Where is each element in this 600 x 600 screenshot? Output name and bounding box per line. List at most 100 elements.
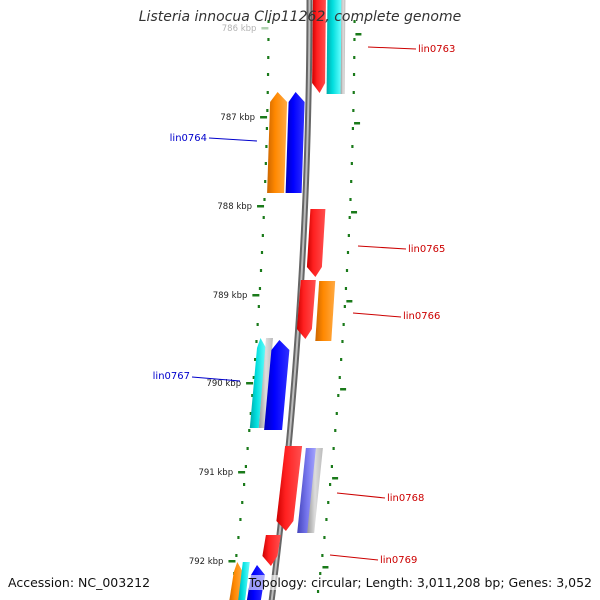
gene-leader-line — [208, 137, 258, 142]
major-tick — [260, 116, 268, 119]
outer-major-tick — [322, 566, 329, 569]
outer-dot — [352, 73, 356, 76]
inner-dot — [257, 305, 260, 308]
major-tick — [252, 294, 260, 297]
inner-dot — [255, 340, 258, 343]
outer-dot — [349, 198, 352, 201]
inner-dot — [267, 38, 270, 41]
inner-dot — [264, 162, 267, 165]
gene-arrow-blue[interactable] — [285, 92, 305, 193]
inner-dot — [248, 429, 251, 432]
outer-dot — [337, 394, 340, 397]
inner-dot — [237, 536, 240, 539]
inner-dot — [259, 269, 263, 272]
gene-label-lin0763[interactable]: lin0763 — [418, 44, 455, 55]
inner-dot — [265, 145, 268, 148]
outer-dot — [323, 536, 326, 539]
inner-dot — [254, 358, 257, 361]
gene-features — [229, 0, 346, 600]
gene-arrow-red[interactable] — [262, 535, 281, 566]
tick-label: 788 kbp — [217, 202, 252, 212]
accession-text: Accession: NC_003212 — [8, 575, 151, 590]
gene-arrow-red[interactable] — [276, 446, 303, 531]
outer-dot — [329, 483, 332, 486]
inner-dot — [243, 483, 246, 486]
outer-dot — [351, 127, 355, 130]
outer-major-tick — [346, 300, 353, 303]
outer-dot — [332, 447, 335, 450]
inner-dot — [252, 376, 255, 379]
inner-dot — [251, 394, 254, 397]
gene-arrow-gray[interactable] — [340, 0, 346, 94]
outer-dot — [352, 109, 355, 112]
scale-ticks: 786 kbp 787 kbp 788 kbp 789 kbp 790 kbp 791 k… — [189, 24, 362, 569]
inner-dot — [266, 73, 270, 76]
inner-dot — [246, 447, 249, 450]
map-title: Listeria innocua Clip11262, complete gen… — [138, 9, 462, 25]
gene-leader-line — [357, 245, 407, 250]
gene-labels: lin0763 lin0764 lin0765 lin0766 lin0767 lin07… — [153, 44, 456, 566]
gene-label-lin0769[interactable]: lin0769 — [380, 555, 417, 566]
outer-dot — [347, 234, 350, 237]
tick-dots — [230, 20, 356, 593]
gene-arrow-red[interactable] — [306, 209, 326, 277]
gene-arrow-cyan[interactable] — [249, 338, 266, 428]
outer-major-tick — [354, 122, 361, 125]
gene-arrow-lightblue[interactable] — [297, 448, 317, 533]
outer-dot — [346, 251, 350, 254]
outer-dot — [327, 501, 330, 504]
gene-label-lin0767[interactable]: lin0767 — [153, 371, 190, 382]
outer-dot — [330, 465, 333, 468]
outer-dot — [353, 56, 356, 59]
major-tick — [261, 27, 269, 30]
tick-label: 786 kbp — [222, 24, 257, 34]
gene-arrow-cyan[interactable] — [326, 0, 342, 94]
outer-dot — [351, 145, 354, 148]
gene-arrow-cyan[interactable] — [238, 562, 250, 600]
inner-dot — [261, 234, 264, 237]
inner-dot — [267, 20, 270, 23]
outer-major-tick — [351, 211, 358, 214]
outer-dot — [343, 305, 346, 308]
inner-dot — [260, 251, 264, 254]
gene-arrow-orange[interactable] — [267, 92, 288, 193]
outer-major-tick — [332, 477, 339, 480]
inner-dot — [256, 323, 259, 326]
gene-leader-line — [191, 376, 241, 382]
gene-arrow-gray[interactable] — [307, 448, 323, 533]
gene-arrow-gray[interactable] — [258, 338, 273, 428]
outer-dot — [321, 554, 324, 557]
gene-label-lin0765[interactable]: lin0765 — [408, 244, 445, 255]
inner-dot — [241, 501, 244, 504]
inner-dot — [258, 287, 262, 290]
inner-dot — [235, 554, 238, 557]
outer-dot — [335, 412, 338, 415]
major-tick — [246, 382, 254, 385]
gene-label-lin0764[interactable]: lin0764 — [170, 133, 207, 144]
major-tick — [238, 471, 246, 474]
outer-dot — [334, 429, 337, 432]
outer-major-tick — [355, 33, 362, 36]
outer-dot — [344, 287, 348, 290]
outer-dot — [341, 340, 344, 343]
outer-dot — [340, 358, 343, 361]
gene-arrow-red[interactable] — [296, 280, 316, 339]
outer-dot — [319, 572, 322, 575]
outer-dot — [316, 590, 320, 593]
gene-arrow-blue[interactable] — [264, 340, 290, 430]
inner-dot — [239, 518, 242, 521]
major-tick — [228, 560, 236, 563]
major-tick — [257, 205, 265, 208]
gene-arrow-red[interactable] — [312, 0, 326, 93]
outer-dot — [325, 518, 328, 521]
inner-dot — [244, 465, 247, 468]
outer-dot — [350, 180, 353, 183]
tick-label: 791 kbp — [198, 468, 233, 478]
gene-label-lin0766[interactable]: lin0766 — [403, 311, 440, 322]
inner-dot — [263, 198, 266, 201]
topology-text: Topology: circular; Length: 3,011,208 bp… — [248, 575, 592, 590]
gene-label-lin0768[interactable]: lin0768 — [387, 493, 424, 504]
gene-leader-line — [329, 554, 379, 561]
gene-arrow-orange[interactable] — [315, 281, 336, 341]
